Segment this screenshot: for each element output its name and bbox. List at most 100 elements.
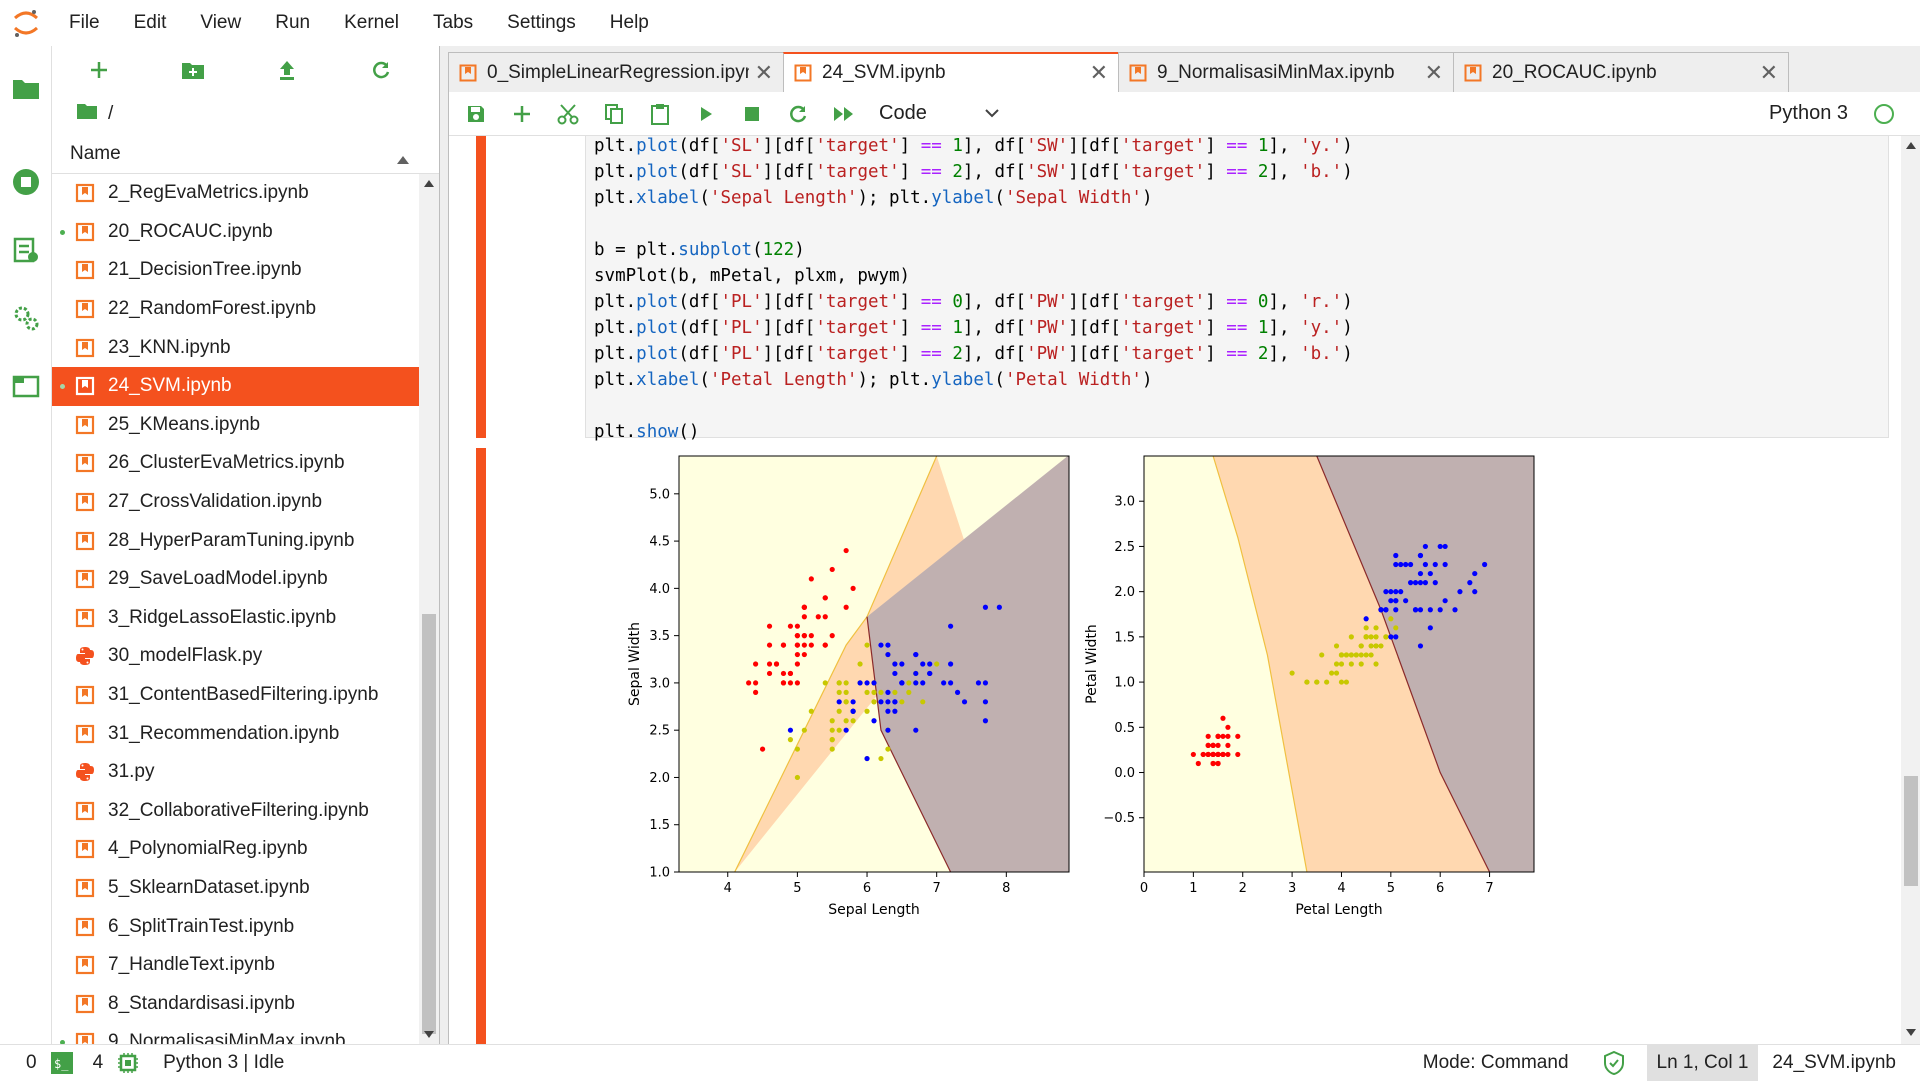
code-line[interactable]: plt.show(): [594, 422, 700, 442]
close-icon[interactable]: ✕: [1089, 60, 1108, 85]
file-item[interactable]: 3_RidgeLassoElastic.ipynb: [52, 599, 419, 638]
cut-button[interactable]: [545, 92, 591, 136]
code-line[interactable]: plt.plot(df['SL'][df['target'] == 2], df…: [594, 162, 1353, 182]
notebook-scroll-thumb[interactable]: [1904, 776, 1918, 886]
menu-help[interactable]: Help: [609, 12, 649, 33]
file-item[interactable]: 30_modelFlask.py: [52, 637, 419, 676]
notebook-mode[interactable]: Mode: Command: [1422, 1051, 1569, 1073]
file-item[interactable]: 26_ClusterEvaMetrics.ipynb: [52, 444, 419, 483]
restart-run-all-button[interactable]: [821, 92, 867, 136]
current-file-name[interactable]: 24_SVM.ipynb: [1772, 1051, 1896, 1073]
file-item[interactable]: 5_SklearnDataset.ipynb: [52, 869, 419, 908]
kernel-name[interactable]: Python 3: [1769, 102, 1848, 124]
refresh-button[interactable]: [334, 46, 428, 94]
file-item[interactable]: 9_NormalisasiMinMax.ipynb: [52, 1023, 419, 1044]
code-line[interactable]: plt.plot(df['SL'][df['target'] == 1], df…: [594, 136, 1353, 156]
file-list-scrollbar[interactable]: [419, 174, 439, 1044]
close-icon[interactable]: ✕: [754, 59, 773, 85]
close-icon[interactable]: ✕: [1424, 59, 1443, 85]
scroll-down-icon[interactable]: [424, 1031, 434, 1038]
scroll-up-icon[interactable]: [424, 180, 434, 187]
cursor-position[interactable]: Ln 1, Col 1: [1646, 1044, 1759, 1081]
paste-button[interactable]: [637, 92, 683, 136]
file-browser-icon[interactable]: [0, 60, 52, 116]
kernel-chip-icon[interactable]: [113, 1045, 143, 1081]
file-item[interactable]: 22_RandomForest.ipynb: [52, 290, 419, 329]
sort-ascending-icon[interactable]: [397, 148, 409, 170]
restart-kernel-button[interactable]: [775, 92, 821, 136]
notebook-scrollbar[interactable]: [1901, 136, 1920, 1044]
menu-kernel[interactable]: Kernel: [344, 12, 399, 33]
tab-0[interactable]: 0_SimpleLinearRegression.ipynb ✕: [448, 52, 784, 92]
menu-edit[interactable]: Edit: [133, 12, 167, 33]
tab-3[interactable]: 20_ROCAUC.ipynb ✕: [1453, 52, 1789, 92]
file-item[interactable]: 21_DecisionTree.ipynb: [52, 251, 419, 290]
kernel-status-text[interactable]: Python 3 | Idle: [163, 1051, 285, 1073]
copy-button[interactable]: [591, 92, 637, 136]
output-cell-collapser[interactable]: [476, 448, 486, 1044]
code-cell-editor[interactable]: plt.plot(df['SL'][df['target'] == 1], df…: [585, 136, 1889, 442]
terminals-count[interactable]: 0: [26, 1051, 37, 1073]
file-item[interactable]: 27_CrossValidation.ipynb: [52, 483, 419, 522]
file-item[interactable]: 20_ROCAUC.ipynb: [52, 213, 419, 252]
scroll-up-icon[interactable]: [1906, 142, 1916, 149]
tab-1[interactable]: 24_SVM.ipynb ✕: [783, 52, 1119, 92]
file-item[interactable]: 31.py: [52, 753, 419, 792]
data-point: [1373, 661, 1379, 667]
file-name: 28_HyperParamTuning.ipynb: [108, 529, 355, 551]
file-item[interactable]: 31_ContentBasedFiltering.ipynb: [52, 676, 419, 715]
code-line[interactable]: plt.xlabel('Petal Length'); plt.ylabel('…: [594, 370, 1153, 390]
tab-2[interactable]: 9_NormalisasiMinMax.ipynb ✕: [1118, 52, 1454, 92]
file-item[interactable]: 24_SVM.ipynb: [52, 366, 419, 406]
terminal-icon[interactable]: $_: [47, 1045, 77, 1081]
commands-icon[interactable]: [0, 222, 52, 278]
menu-run[interactable]: Run: [275, 12, 311, 33]
file-list-scroll-thumb[interactable]: [422, 614, 436, 1034]
file-item[interactable]: 25_KMeans.ipynb: [52, 406, 419, 445]
file-item[interactable]: 28_HyperParamTuning.ipynb: [52, 521, 419, 560]
running-sessions-icon[interactable]: [0, 154, 52, 210]
code-line[interactable]: [594, 211, 1880, 237]
close-icon[interactable]: ✕: [1759, 59, 1778, 85]
code-line[interactable]: b = plt.subplot(122): [594, 240, 805, 260]
menu-view[interactable]: View: [200, 12, 242, 33]
code-line[interactable]: plt.xlabel('Sepal Length'); plt.ylabel('…: [594, 188, 1153, 208]
file-item[interactable]: 4_PolynomialReg.ipynb: [52, 830, 419, 869]
code-line[interactable]: plt.plot(df['PL'][df['target'] == 1], df…: [594, 318, 1353, 338]
scroll-down-icon[interactable]: [1906, 1029, 1916, 1036]
file-list-header[interactable]: Name: [52, 134, 439, 174]
breadcrumb-path[interactable]: /: [108, 103, 114, 124]
cell-type-dropdown[interactable]: Code: [879, 102, 999, 125]
kernels-count[interactable]: 4: [92, 1051, 104, 1073]
menu-file[interactable]: File: [69, 12, 100, 33]
new-folder-button[interactable]: [146, 46, 240, 94]
data-point: [1388, 589, 1394, 595]
file-item[interactable]: 32_CollaborativeFiltering.ipynb: [52, 792, 419, 831]
file-item[interactable]: 23_KNN.ipynb: [52, 328, 419, 367]
code-line[interactable]: plt.plot(df['PL'][df['target'] == 0], df…: [594, 292, 1353, 312]
file-item[interactable]: 7_HandleText.ipynb: [52, 946, 419, 985]
interrupt-kernel-button[interactable]: [729, 92, 775, 136]
notebook-cells[interactable]: plt.plot(df['SL'][df['target'] == 1], df…: [449, 136, 1901, 1044]
file-item[interactable]: 8_Standardisasi.ipynb: [52, 984, 419, 1023]
upload-button[interactable]: [240, 46, 334, 94]
insert-cell-button[interactable]: [499, 92, 545, 136]
code-line[interactable]: plt.plot(df['PL'][df['target'] == 2], df…: [594, 344, 1353, 364]
settings-gear-icon[interactable]: [0, 290, 52, 346]
file-item[interactable]: 29_SaveLoadModel.ipynb: [52, 560, 419, 599]
file-item[interactable]: 2_RegEvaMetrics.ipynb: [52, 174, 419, 213]
menu-settings[interactable]: Settings: [507, 12, 576, 33]
run-cell-button[interactable]: [683, 92, 729, 136]
menu-tabs[interactable]: Tabs: [433, 12, 474, 33]
trusted-shield-icon[interactable]: [1593, 1045, 1647, 1081]
file-item[interactable]: 31_Recommendation.ipynb: [52, 714, 419, 753]
new-launcher-button[interactable]: [52, 46, 146, 94]
code-line[interactable]: svmPlot(b, mPetal, plxm, pwym): [594, 266, 911, 286]
name-column-header[interactable]: Name: [70, 142, 121, 164]
code-cell-collapser[interactable]: [476, 136, 486, 438]
tabs-icon[interactable]: [0, 358, 52, 414]
code-line[interactable]: [594, 393, 1880, 419]
save-button[interactable]: [453, 92, 499, 136]
file-item[interactable]: 6_SplitTrainTest.ipynb: [52, 907, 419, 946]
breadcrumb[interactable]: /: [52, 94, 439, 134]
